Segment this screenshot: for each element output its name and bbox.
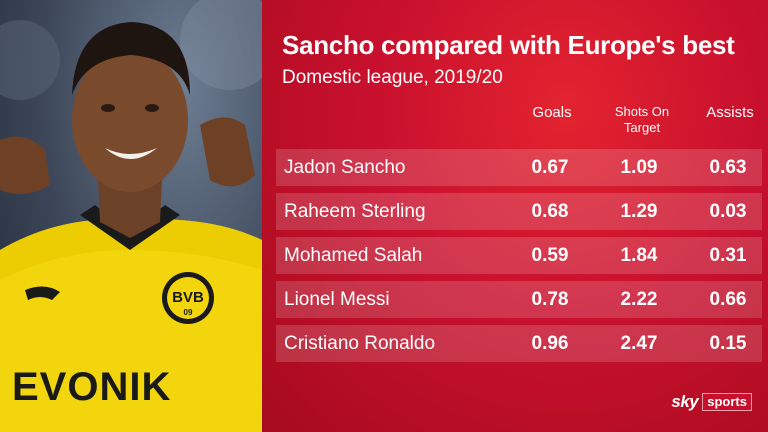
crest-text: BVB (172, 289, 204, 306)
stats-panel: Sancho compared with Europe's best Domes… (262, 0, 768, 432)
assists-value: 0.15 (709, 333, 747, 354)
table-row: Cristiano Ronaldo 0.96 2.47 0.15 (276, 325, 762, 362)
sky-logo-text: sky (671, 392, 699, 411)
shots-value: 1.84 (620, 245, 658, 266)
shots-value: 1.09 (620, 157, 658, 178)
stats-table: Jadon Sancho 0.67 1.09 0.63 Raheem Sterl… (276, 149, 762, 369)
shots-value: 1.29 (620, 201, 658, 222)
assists-value: 0.66 (709, 289, 747, 310)
goals-value: 0.59 (531, 245, 569, 266)
sports-logo-text: sports (702, 393, 752, 411)
column-header-shots: Shots On Target (601, 104, 683, 136)
column-header-assists: Assists (706, 104, 754, 121)
assists-value: 0.03 (709, 201, 747, 222)
goals-value: 0.68 (531, 201, 569, 222)
table-row: Lionel Messi 0.78 2.22 0.66 (276, 281, 762, 318)
column-header-shots-line1: Shots On (614, 104, 670, 119)
player-name: Cristiano Ronaldo (284, 333, 436, 354)
player-illustration: BVB 09 EVONIK (0, 0, 262, 432)
goals-value: 0.96 (531, 333, 569, 354)
page-title: Sancho compared with Europe's best (282, 30, 735, 60)
player-name: Raheem Sterling (284, 201, 426, 222)
sky-sports-logo: sky sports (671, 392, 752, 412)
sponsor-text: EVONIK (12, 365, 171, 409)
assists-value: 0.31 (709, 245, 747, 266)
table-row: Jadon Sancho 0.67 1.09 0.63 (276, 149, 762, 186)
puma-logo-icon (25, 286, 60, 300)
shots-value: 2.47 (620, 333, 658, 354)
crest-number: 09 (184, 308, 193, 317)
player-photo: BVB 09 EVONIK (0, 0, 262, 432)
player-name: Mohamed Salah (284, 245, 423, 266)
page-subtitle: Domestic league, 2019/20 (282, 67, 503, 88)
player-name: Jadon Sancho (284, 157, 406, 178)
table-row: Raheem Sterling 0.68 1.29 0.03 (276, 193, 762, 230)
column-header-shots-line2: Target (623, 120, 661, 135)
player-name: Lionel Messi (284, 289, 390, 310)
column-header-goals: Goals (532, 104, 572, 121)
assists-value: 0.63 (709, 157, 747, 178)
goals-value: 0.78 (531, 289, 569, 310)
goals-value: 0.67 (531, 157, 569, 178)
table-row: Mohamed Salah 0.59 1.84 0.31 (276, 237, 762, 274)
shots-value: 2.22 (620, 289, 658, 310)
